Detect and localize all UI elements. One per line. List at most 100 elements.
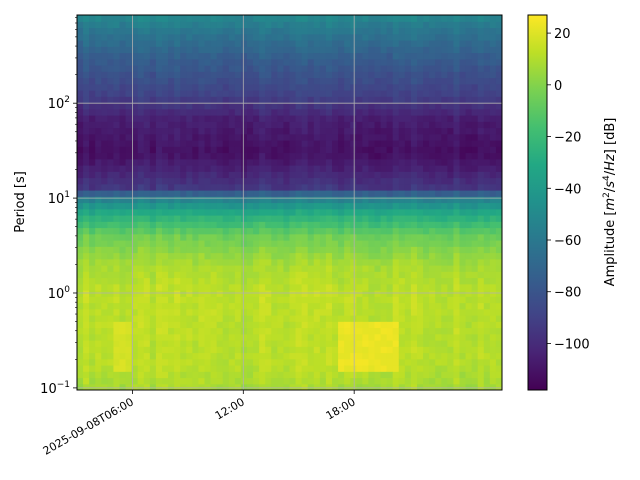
heatmap-cell xyxy=(350,321,357,329)
heatmap-cell xyxy=(155,202,163,210)
heatmap-cell xyxy=(259,140,266,147)
heatmap-cell xyxy=(192,277,200,285)
heatmap-cell xyxy=(392,96,400,104)
heatmap-cell xyxy=(89,283,96,291)
heatmap-cell xyxy=(210,158,218,166)
heatmap-cell xyxy=(234,290,242,297)
heatmap-cell xyxy=(319,202,327,210)
heatmap-cell xyxy=(210,121,218,129)
heatmap-cell xyxy=(441,58,448,66)
heatmap-cell xyxy=(155,265,163,272)
heatmap-cell xyxy=(210,371,218,379)
heatmap-cell xyxy=(253,277,260,285)
heatmap-cell xyxy=(228,115,236,122)
heatmap-cell xyxy=(483,277,491,285)
heatmap-cell xyxy=(423,352,430,360)
heatmap-cell xyxy=(277,308,285,316)
heatmap-cell xyxy=(149,240,157,247)
heatmap-cell xyxy=(447,252,455,260)
heatmap-cell xyxy=(410,258,418,266)
heatmap-cell xyxy=(137,190,145,197)
heatmap-cell xyxy=(247,177,254,185)
heatmap-cell xyxy=(174,121,181,129)
heatmap-cell xyxy=(247,127,254,135)
heatmap-cell xyxy=(210,365,218,372)
heatmap-cell xyxy=(344,265,351,272)
heatmap-cell xyxy=(483,71,491,79)
heatmap-cell xyxy=(234,52,242,60)
heatmap-cell xyxy=(77,140,84,147)
heatmap-cell xyxy=(101,183,108,191)
heatmap-cell xyxy=(137,215,145,222)
heatmap-cell xyxy=(295,352,303,360)
heatmap-cell xyxy=(204,302,212,310)
heatmap-cell xyxy=(289,96,297,104)
heatmap-cell xyxy=(95,183,102,191)
colorbar-ticks: 200−20−40−60−80−100 xyxy=(547,27,590,352)
heatmap-cell xyxy=(325,71,333,79)
heatmap-cell xyxy=(222,83,230,91)
heatmap-cell xyxy=(168,115,175,122)
heatmap-cell xyxy=(301,346,309,354)
heatmap-cell xyxy=(240,108,248,116)
heatmap-cell xyxy=(307,321,315,329)
heatmap-cell xyxy=(204,171,212,179)
heatmap-cell xyxy=(368,133,376,141)
heatmap-cell xyxy=(180,265,187,272)
heatmap-cell xyxy=(137,90,145,97)
heatmap-cell xyxy=(168,46,175,54)
heatmap-cell xyxy=(107,383,115,390)
heatmap-cell xyxy=(283,140,291,147)
heatmap-cell xyxy=(137,271,145,279)
heatmap-cell xyxy=(271,233,278,241)
heatmap-cell xyxy=(204,21,212,29)
heatmap-cell xyxy=(295,96,303,104)
heatmap-cell xyxy=(386,21,394,29)
heatmap-cell xyxy=(362,371,370,379)
heatmap-cell xyxy=(447,227,455,235)
heatmap-cell xyxy=(95,146,102,154)
heatmap-cell xyxy=(313,127,321,135)
heatmap-cell xyxy=(447,165,455,172)
heatmap-cell xyxy=(483,65,491,72)
heatmap-cell xyxy=(204,65,212,72)
heatmap-cell xyxy=(471,265,479,272)
heatmap-cell xyxy=(362,265,370,272)
heatmap-cell xyxy=(234,140,242,147)
heatmap-cell xyxy=(423,290,430,297)
heatmap-cell xyxy=(174,377,181,385)
heatmap-cell xyxy=(77,177,84,185)
heatmap-cell xyxy=(398,165,406,172)
heatmap-cell xyxy=(465,15,473,22)
heatmap-cell xyxy=(417,240,424,247)
heatmap-cell xyxy=(350,33,357,41)
heatmap-cell xyxy=(131,277,139,285)
heatmap-cell xyxy=(131,240,139,247)
heatmap-cell xyxy=(386,290,394,297)
heatmap-cell xyxy=(313,258,321,266)
heatmap-cell xyxy=(162,165,169,172)
heatmap-cell xyxy=(477,71,485,79)
heatmap-cell xyxy=(228,352,236,360)
heatmap-cell xyxy=(459,165,467,172)
heatmap-cell xyxy=(265,321,272,329)
heatmap-cell xyxy=(332,27,339,35)
heatmap-cell xyxy=(180,115,187,122)
heatmap-cell xyxy=(489,265,497,272)
heatmap-cell xyxy=(259,227,266,235)
heatmap-cell xyxy=(301,290,309,297)
heatmap-cell xyxy=(101,102,108,110)
heatmap-cell xyxy=(89,333,96,341)
heatmap-cell xyxy=(119,277,127,285)
heatmap-cell xyxy=(289,71,297,79)
heatmap-cell xyxy=(155,383,163,390)
heatmap-cell xyxy=(319,358,327,366)
heatmap-cell xyxy=(459,152,467,160)
heatmap-cell xyxy=(210,296,218,304)
heatmap-cell xyxy=(162,308,169,316)
heatmap-cell xyxy=(210,65,218,72)
heatmap-cell xyxy=(453,358,461,366)
heatmap-cell xyxy=(113,277,121,285)
heatmap-cell xyxy=(307,196,315,204)
heatmap-cell xyxy=(240,221,248,229)
